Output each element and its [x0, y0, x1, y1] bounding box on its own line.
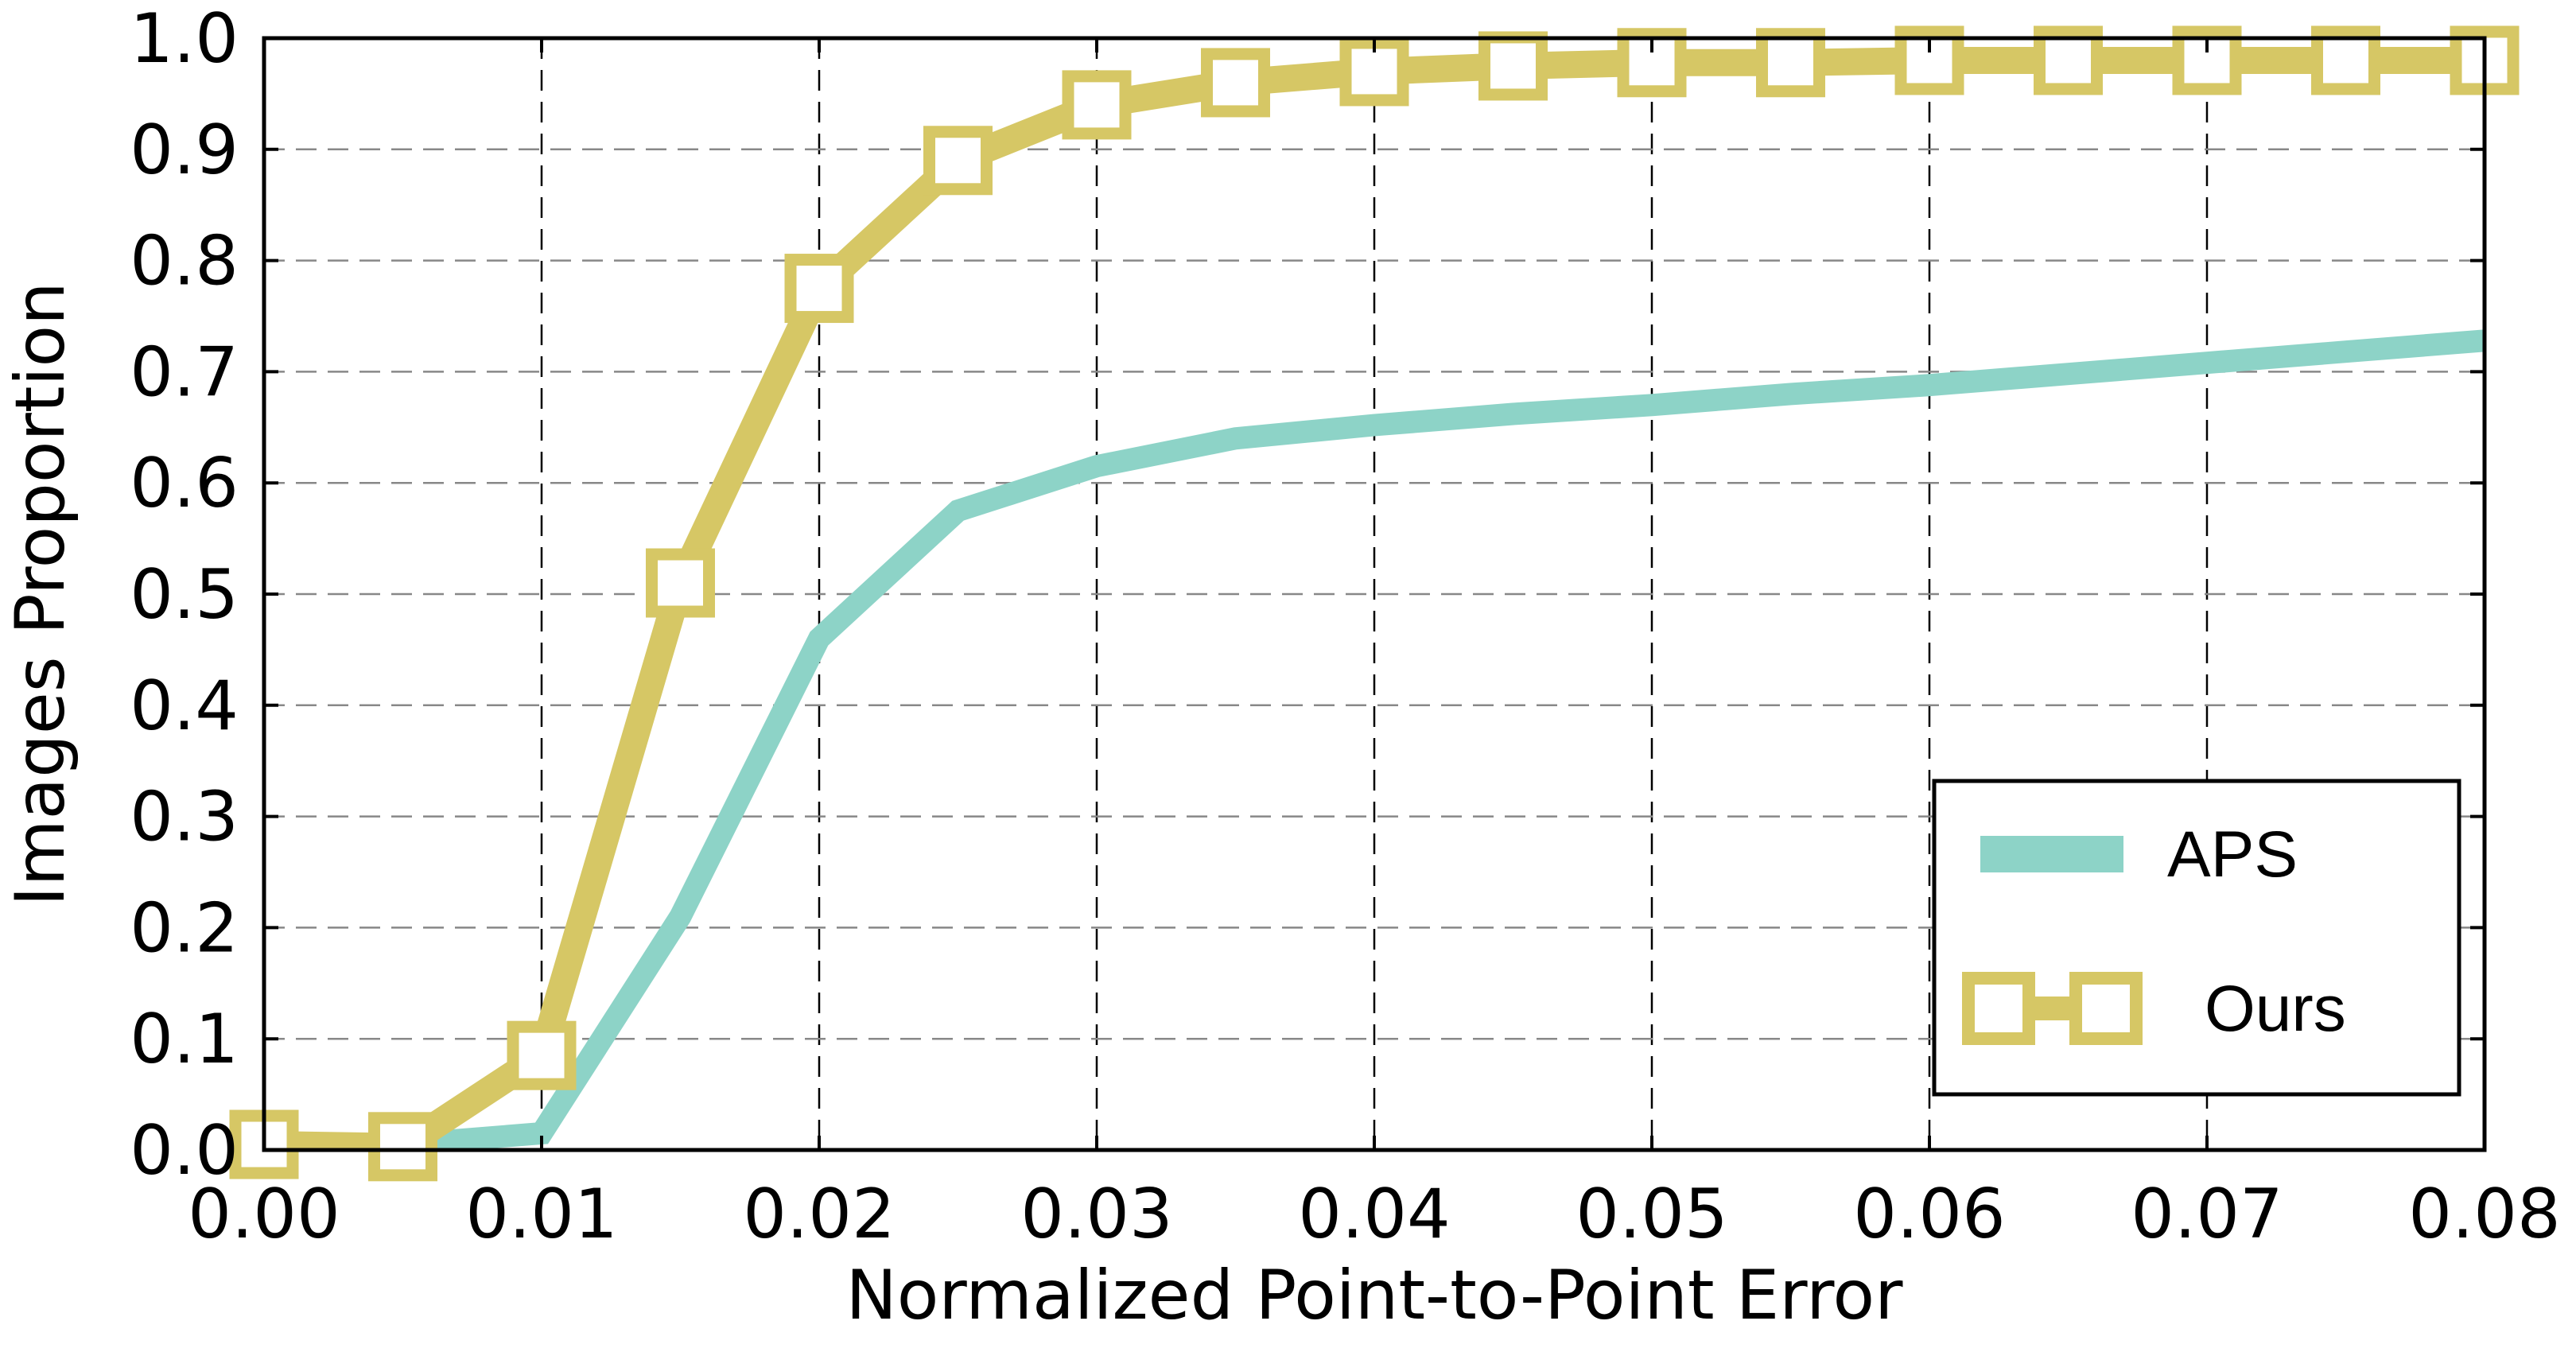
marker-ours — [1756, 28, 1825, 98]
marker-ours — [2172, 25, 2242, 95]
x-axis-title: Normalized Point-to-Point Error — [845, 1256, 1903, 1335]
marker-ours — [368, 1112, 437, 1182]
x-tick-label: 0.02 — [743, 1175, 895, 1254]
y-tick-label: 0.2 — [130, 888, 239, 968]
x-tick-label: 0.04 — [1298, 1175, 1450, 1254]
y-tick-label: 1.0 — [130, 0, 239, 79]
y-tick-label: 0.4 — [130, 666, 239, 746]
x-tick-label: 0.08 — [2408, 1175, 2560, 1254]
marker-ours — [784, 254, 854, 324]
x-tick-label: 0.00 — [188, 1175, 340, 1254]
x-tick-label: 0.07 — [2131, 1175, 2283, 1254]
marker-ours — [1201, 48, 1270, 118]
legend: APS Ours — [1932, 779, 2461, 1097]
y-tick-label: 0.3 — [130, 778, 239, 857]
y-tick-label: 0.1 — [130, 1000, 239, 1079]
marker-ours — [2311, 25, 2380, 95]
series-line-aps — [264, 329, 2485, 1150]
marker-ours — [2034, 25, 2103, 95]
legend-label-aps: APS — [2167, 818, 2298, 891]
x-tick-label: 0.05 — [1576, 1175, 1727, 1254]
legend-label-ours: Ours — [2205, 973, 2346, 1045]
y-tick-label: 0.0 — [130, 1111, 239, 1191]
axis-ticks: 0.00 0.01 0.02 0.03 0.04 0.05 0.06 0.07 0.08 0.0 0… — [130, 0, 2561, 1254]
x-tick-label: 0.03 — [1020, 1175, 1172, 1254]
y-tick-label: 0.7 — [130, 332, 239, 412]
x-tick-label: 0.01 — [465, 1175, 617, 1254]
y-tick-label: 0.9 — [130, 111, 239, 190]
legend-marker-ours-1 — [1962, 972, 2035, 1045]
marker-ours — [646, 548, 715, 618]
y-tick-label: 0.5 — [130, 555, 239, 635]
marker-ours — [923, 126, 993, 196]
marker-ours — [1478, 31, 1548, 101]
y-axis-title: Images Proportion — [1, 282, 80, 906]
y-tick-label: 0.8 — [130, 222, 239, 301]
x-tick-label: 0.06 — [1853, 1175, 2005, 1254]
marker-ours — [1062, 70, 1132, 140]
legend-marker-ours-2 — [2069, 972, 2143, 1045]
y-tick-label: 0.6 — [130, 444, 239, 523]
marker-ours — [507, 1020, 577, 1090]
